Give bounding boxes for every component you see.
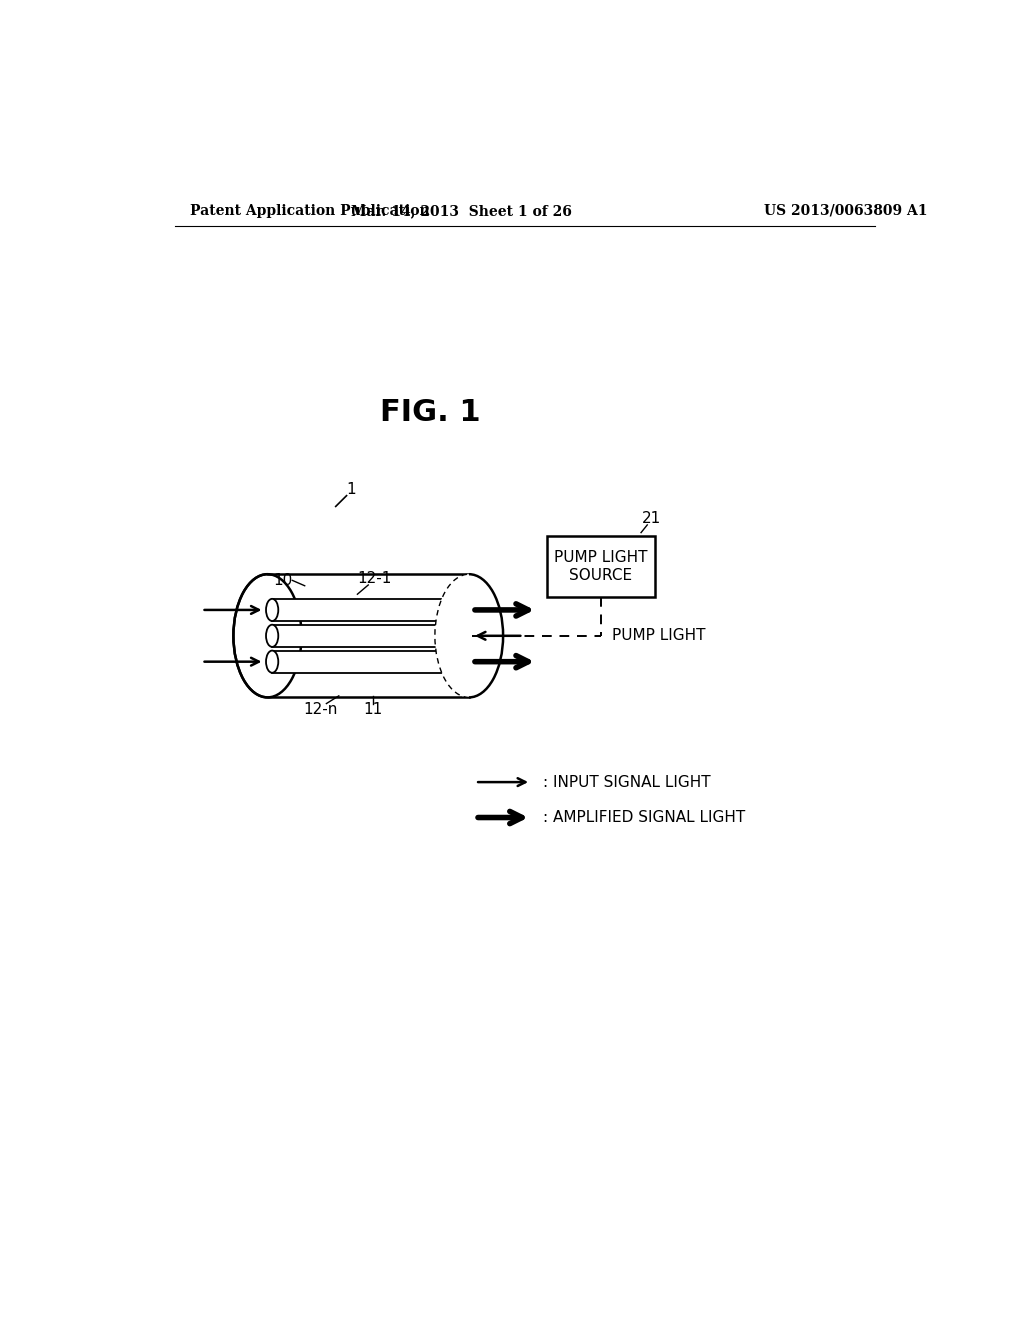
Bar [272, 624, 464, 647]
Text: PUMP LIGHT: PUMP LIGHT [612, 628, 706, 643]
Text: : AMPLIFIED SIGNAL LIGHT: : AMPLIFIED SIGNAL LIGHT [543, 810, 744, 825]
Text: 1: 1 [346, 482, 356, 498]
Ellipse shape [266, 651, 279, 673]
Bar [267, 574, 469, 697]
Ellipse shape [266, 624, 279, 647]
Text: FIG. 1: FIG. 1 [380, 399, 480, 426]
Text: Mar. 14, 2013  Sheet 1 of 26: Mar. 14, 2013 Sheet 1 of 26 [351, 203, 571, 218]
Text: 21: 21 [641, 511, 660, 527]
Bar [547, 536, 655, 597]
Text: PUMP LIGHT
SOURCE: PUMP LIGHT SOURCE [554, 550, 647, 582]
Text: 11: 11 [364, 702, 383, 717]
Text: US 2013/0063809 A1: US 2013/0063809 A1 [764, 203, 927, 218]
Ellipse shape [233, 574, 302, 697]
Ellipse shape [266, 599, 279, 620]
Text: 10: 10 [273, 573, 293, 587]
Bar [272, 599, 464, 620]
Text: 12-1: 12-1 [357, 572, 391, 586]
Text: 12-n: 12-n [303, 702, 337, 717]
Ellipse shape [458, 651, 470, 673]
Ellipse shape [458, 599, 470, 620]
Bar [272, 651, 464, 673]
Ellipse shape [458, 624, 470, 647]
Text: : INPUT SIGNAL LIGHT: : INPUT SIGNAL LIGHT [543, 775, 711, 789]
Ellipse shape [435, 574, 503, 697]
Text: Patent Application Publication: Patent Application Publication [190, 203, 430, 218]
